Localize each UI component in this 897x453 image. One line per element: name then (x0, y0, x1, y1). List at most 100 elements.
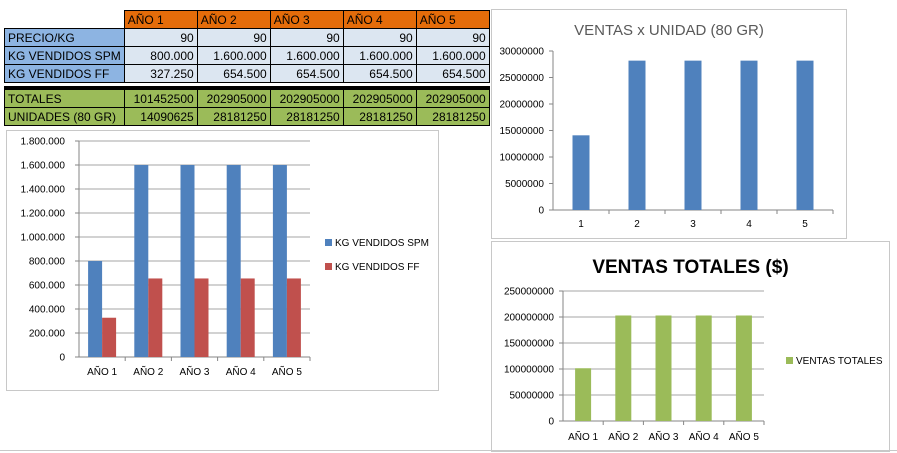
table-row: KG VENDIDOS FF 327.250 654.500 654.500 6… (4, 64, 490, 83)
x-tick-label: 2 (634, 219, 640, 230)
table-cell[interactable]: 101452500 (123, 86, 198, 108)
table-cell[interactable]: 90 (269, 28, 344, 47)
y-tick-label: 0 (548, 417, 554, 428)
table-cell[interactable]: 202905000 (196, 86, 271, 108)
bar (628, 60, 646, 210)
table-cell[interactable]: 202905000 (415, 86, 490, 108)
y-tick-label: 1.200.000 (21, 209, 66, 220)
chart-kg-vendidos[interactable]: 0 200.000 400.000 600.000 800.000 1.000.000 1.… (6, 130, 439, 391)
header-cell[interactable]: AÑO 4 (342, 10, 417, 29)
data-table: AÑO 1 AÑO 2 AÑO 3 AÑO 4 AÑO 5 PRECIO/KG … (4, 10, 490, 126)
bar (102, 317, 117, 357)
y-tick-label: 25000000 (500, 73, 545, 84)
y-tick-label: 800.000 (29, 257, 66, 268)
x-tick-label: AÑO 2 (133, 365, 163, 378)
divider (0, 450, 897, 451)
legend-swatch (325, 263, 332, 270)
y-tick-label: 10000000 (500, 153, 545, 164)
table-cell[interactable]: 202905000 (269, 86, 344, 108)
header-row: AÑO 1 AÑO 2 AÑO 3 AÑO 4 AÑO 5 (5, 10, 490, 29)
x-tick-label: AÑO 3 (179, 365, 209, 378)
chart-kg-svg: 0 200.000 400.000 600.000 800.000 1.000.000 1.… (21, 137, 429, 379)
table-cell[interactable]: 14090625 (123, 107, 198, 126)
bar (615, 315, 632, 421)
x-tick-label: AÑO 1 (568, 430, 598, 443)
header-cell[interactable]: AÑO 2 (196, 10, 271, 29)
table-cell[interactable]: 28181250 (269, 107, 344, 126)
x-tick-label: AÑO 4 (226, 365, 256, 378)
row-label-totales[interactable]: TOTALES (4, 86, 125, 108)
table-cell[interactable]: 654.500 (342, 64, 417, 83)
corner-cell (5, 11, 125, 29)
legend-label: KG VENDIDOS SPM (335, 238, 429, 249)
table-cell[interactable]: 1.600.000 (415, 46, 490, 65)
bar (575, 368, 592, 421)
bar (695, 315, 712, 421)
y-tick-label: 0 (538, 206, 544, 217)
chart-ventas-unidad[interactable]: VENTAS x UNIDAD (80 GR) 0 5000000 10000000 1… (491, 9, 847, 239)
row-label-precio[interactable]: PRECIO/KG (4, 28, 125, 47)
bar (286, 278, 301, 357)
table-cell[interactable]: 28181250 (342, 107, 417, 126)
y-tick-label: 250000000 (504, 287, 554, 298)
table-cell[interactable]: 90 (196, 28, 271, 47)
table-cell[interactable]: 654.500 (196, 64, 271, 83)
table-cell[interactable]: 90 (342, 28, 417, 47)
y-tick-label: 150000000 (504, 339, 554, 350)
header-cell[interactable]: AÑO 3 (269, 10, 344, 29)
table-cell[interactable]: 28181250 (415, 107, 490, 126)
table-cell[interactable]: 90 (123, 28, 198, 47)
chart-title: VENTAS TOTALES ($) (592, 257, 788, 278)
row-label-unidades[interactable]: UNIDADES (80 GR) (4, 107, 125, 126)
x-tick-label: AÑO 3 (648, 430, 678, 443)
table-cell[interactable]: 1.600.000 (196, 46, 271, 65)
chart-ventas-totales[interactable]: VENTAS TOTALES ($) 0 50000000 100000000 1500… (491, 241, 890, 452)
y-tick-label: 200000000 (504, 313, 554, 324)
y-tick-label: 1.400.000 (21, 185, 66, 196)
y-tick-label: 1.000.000 (21, 233, 66, 244)
table-cell[interactable]: 654.500 (269, 64, 344, 83)
legend-swatch (786, 357, 793, 364)
table-row: KG VENDIDOS SPM 800.000 1.600.000 1.600.… (4, 46, 490, 65)
x-tick-label: AÑO 1 (87, 365, 117, 378)
x-tick-label: AÑO 4 (689, 430, 719, 443)
bar (684, 60, 702, 210)
bar (226, 165, 241, 357)
bar (740, 60, 758, 210)
bar (272, 165, 287, 357)
chart-totales-svg: VENTAS TOTALES ($) 0 50000000 100000000 1500… (504, 257, 883, 443)
bar (796, 60, 814, 210)
x-tick-label: 3 (690, 219, 696, 230)
legend-label: VENTAS TOTALES (796, 356, 883, 367)
y-tick-label: 1.800.000 (21, 137, 66, 148)
y-tick-label: 30000000 (500, 47, 545, 58)
y-tick-label: 0 (59, 353, 65, 364)
y-tick-label: 50000000 (510, 391, 555, 402)
table-cell[interactable]: 654.500 (415, 64, 490, 83)
y-tick-label: 5000000 (505, 179, 544, 190)
bar (655, 315, 672, 421)
table-cell[interactable]: 1.600.000 (269, 46, 344, 65)
table-cell[interactable]: 800.000 (123, 46, 198, 65)
table-cell[interactable]: 90 (415, 28, 490, 47)
table-row: UNIDADES (80 GR) 14090625 28181250 28181… (4, 107, 490, 126)
table-cell[interactable]: 327.250 (123, 64, 198, 83)
header-cell[interactable]: AÑO 5 (415, 10, 490, 29)
table-cell[interactable]: 1.600.000 (342, 46, 417, 65)
header-cell[interactable]: AÑO 1 (123, 10, 198, 29)
row-label-kg-ff[interactable]: KG VENDIDOS FF (4, 64, 125, 83)
bar (180, 165, 195, 357)
y-tick-label: 100000000 (504, 365, 554, 376)
bar (148, 278, 163, 357)
row-label-kg-spm[interactable]: KG VENDIDOS SPM (4, 46, 125, 65)
y-tick-label: 20000000 (500, 100, 545, 111)
table-row: PRECIO/KG 90 90 90 90 90 (4, 28, 490, 47)
bar (194, 278, 209, 357)
table-cell[interactable]: 28181250 (196, 107, 271, 126)
table-cell[interactable]: 202905000 (342, 86, 417, 108)
bar (240, 278, 255, 357)
chart-title: VENTAS x UNIDAD (80 GR) (574, 22, 764, 39)
x-tick-label: AÑO 5 (272, 365, 302, 378)
bar (88, 261, 103, 357)
